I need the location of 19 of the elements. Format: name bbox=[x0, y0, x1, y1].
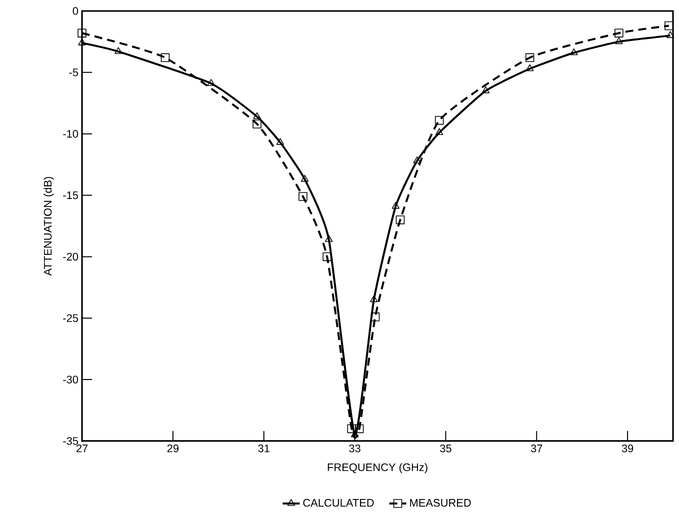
y-tick-label: -35 bbox=[63, 437, 78, 445]
x-tick-label: 39 bbox=[622, 444, 634, 452]
y-tick-label: -5 bbox=[69, 68, 78, 76]
x-tick-label: 31 bbox=[258, 444, 270, 452]
x-tick-label: 33 bbox=[349, 444, 360, 452]
x-axis-title: FREQUENCY (GHz) bbox=[328, 463, 428, 474]
legend-label: MEASURED bbox=[410, 498, 471, 507]
x-tick-label: 35 bbox=[440, 444, 452, 452]
y-tick-label: -10 bbox=[63, 130, 78, 138]
y-tick-label: -25 bbox=[63, 314, 78, 322]
x-tick-label: 29 bbox=[167, 444, 179, 452]
legend-label: CALCULATED bbox=[303, 498, 374, 507]
y-axis-title: ATTENUATION (dB) bbox=[44, 176, 54, 276]
y-tick-label: 0 bbox=[72, 7, 78, 15]
y-tick-label: -20 bbox=[63, 252, 78, 261]
x-tick-label: 27 bbox=[76, 444, 88, 452]
y-tick-label: -30 bbox=[63, 376, 78, 384]
x-tick-label: 37 bbox=[530, 444, 542, 452]
y-tick-label: -15 bbox=[63, 191, 78, 200]
